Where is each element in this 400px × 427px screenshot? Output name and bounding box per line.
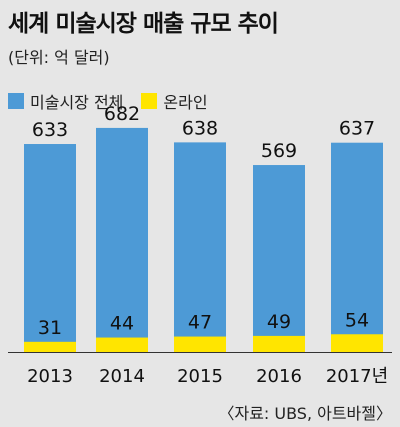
bar-total-2014 [96, 127, 148, 353]
label-total-2016: 569 [261, 140, 297, 162]
bar-total-2016 [253, 165, 305, 352]
label-online-2015: 47 [188, 312, 212, 334]
label-total-2014: 682 [104, 103, 140, 125]
chart-legend: 미술시장 전체 온라인 [8, 89, 226, 113]
bar-online-2013 [24, 341, 76, 352]
bar-total-2017 [331, 142, 383, 352]
category-label-2013: 2013 [27, 366, 73, 387]
bar-online-2017 [331, 334, 383, 352]
legend-swatch-total [8, 93, 24, 109]
label-total-2013: 633 [32, 119, 68, 141]
legend-item-online: 온라인 [141, 89, 208, 113]
legend-swatch-online [141, 93, 158, 109]
category-label-2017: 2017년 [326, 366, 388, 387]
category-label-2015: 2015 [177, 366, 223, 387]
category-label-2014: 2014 [99, 366, 145, 387]
category-label-2016: 2016 [256, 366, 302, 387]
bar-total-2013 [24, 144, 76, 352]
bar-online-2016 [253, 335, 305, 352]
label-online-2014: 44 [110, 313, 134, 335]
chart-unit: (단위: 억 달러) [8, 48, 110, 67]
label-online-2013: 31 [38, 317, 62, 339]
label-online-2016: 49 [267, 311, 291, 333]
legend-label-total: 미술시장 전체 [30, 93, 124, 112]
label-total-2015: 638 [182, 117, 218, 139]
legend-item-total: 미술시장 전체 [8, 89, 123, 113]
bar-online-2015 [174, 336, 226, 352]
bar-total-2015 [174, 142, 226, 352]
legend-label-online: 온라인 [163, 93, 208, 112]
bar-online-2014 [96, 337, 148, 352]
label-total-2017: 637 [339, 118, 375, 140]
chart-title: 세계 미술시장 매출 규모 추이 [8, 11, 279, 37]
chart-source: 〈자료: UBS, 아트바젤〉 [218, 404, 392, 423]
label-online-2017: 54 [345, 309, 369, 331]
